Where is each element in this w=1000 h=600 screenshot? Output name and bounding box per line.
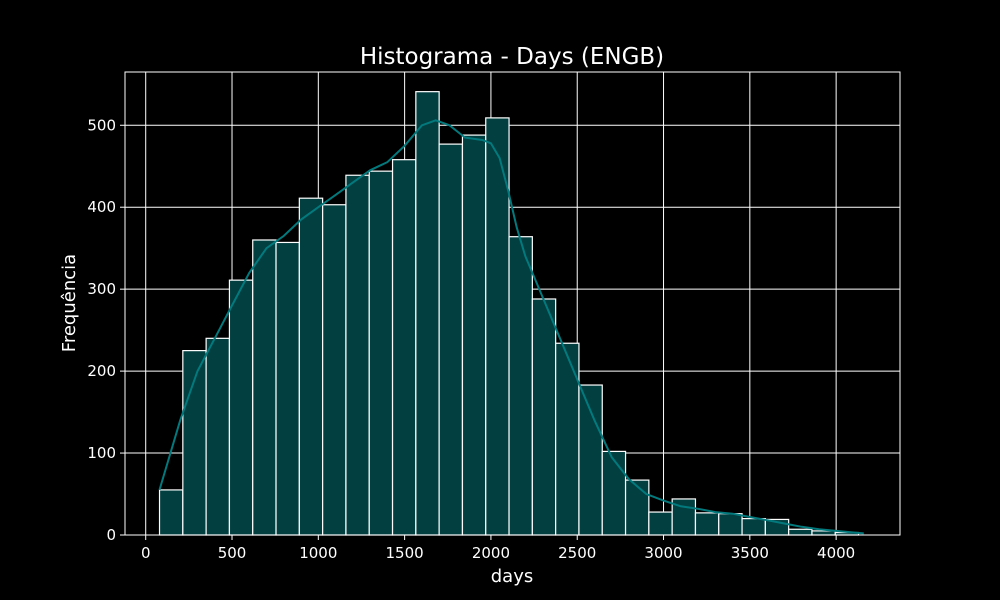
histogram-bar-8	[322, 204, 347, 536]
histogram-bar-3	[205, 337, 231, 536]
histogram-bar-22	[648, 511, 673, 536]
histogram-bar-11	[391, 159, 417, 536]
histogram-bar-9	[345, 174, 370, 536]
histogram-bar-6	[275, 241, 300, 536]
x-tick-label-4000: 4000	[817, 544, 855, 562]
x-axis-title: days	[491, 566, 534, 587]
x-tick-label-3000: 3000	[644, 544, 682, 562]
x-tick-label-1000: 1000	[299, 544, 337, 562]
histogram-bar-1	[158, 489, 184, 536]
histogram-bar-10	[368, 170, 394, 536]
histogram-bar-28	[788, 528, 813, 536]
chart-title: Histograma - Days (ENGB)	[360, 44, 664, 70]
histogram-bar-4	[228, 279, 254, 536]
y-tick-label-200: 200	[87, 362, 116, 380]
histogram-bar-16	[508, 236, 533, 536]
histogram-bar-13	[438, 143, 464, 536]
plot-frame	[124, 71, 901, 536]
x-tick-label-1500: 1500	[386, 544, 424, 562]
y-tick-label-300: 300	[87, 280, 116, 298]
histogram-bar-18	[555, 342, 580, 536]
y-axis-ticks: 0 100 200 300 400 500	[87, 116, 125, 544]
histogram-bar-20	[601, 450, 627, 536]
x-tick-label-0: 0	[141, 544, 151, 562]
histogram-bar-26	[741, 518, 766, 536]
y-tick-label-100: 100	[87, 444, 116, 462]
histogram-bar-19	[578, 384, 603, 536]
histogram-bar-14	[461, 134, 487, 536]
x-tick-label-2500: 2500	[558, 544, 596, 562]
x-axis-ticks: 0 500 1000 1500 2000 2500 3000 3500 4000	[141, 535, 855, 562]
histogram-bars	[158, 91, 860, 536]
histogram-bar-5	[252, 239, 277, 536]
histogram-bar-7	[298, 197, 324, 536]
histogram-bar-24	[694, 512, 720, 536]
y-axis-title: Frequência	[59, 254, 80, 352]
y-tick-label-400: 400	[87, 198, 116, 216]
histogram-bar-17	[531, 298, 557, 536]
histogram-bar-12	[415, 91, 440, 536]
kde-curve	[158, 119, 864, 535]
histogram-bar-29	[811, 530, 836, 536]
y-tick-label-500: 500	[87, 116, 116, 134]
x-tick-label-500: 500	[218, 544, 247, 562]
histogram-bar-21	[624, 479, 650, 536]
y-tick-label-0: 0	[106, 526, 116, 544]
x-tick-label-3500: 3500	[731, 544, 769, 562]
x-tick-label-2000: 2000	[472, 544, 510, 562]
histogram-bar-25	[718, 513, 743, 536]
